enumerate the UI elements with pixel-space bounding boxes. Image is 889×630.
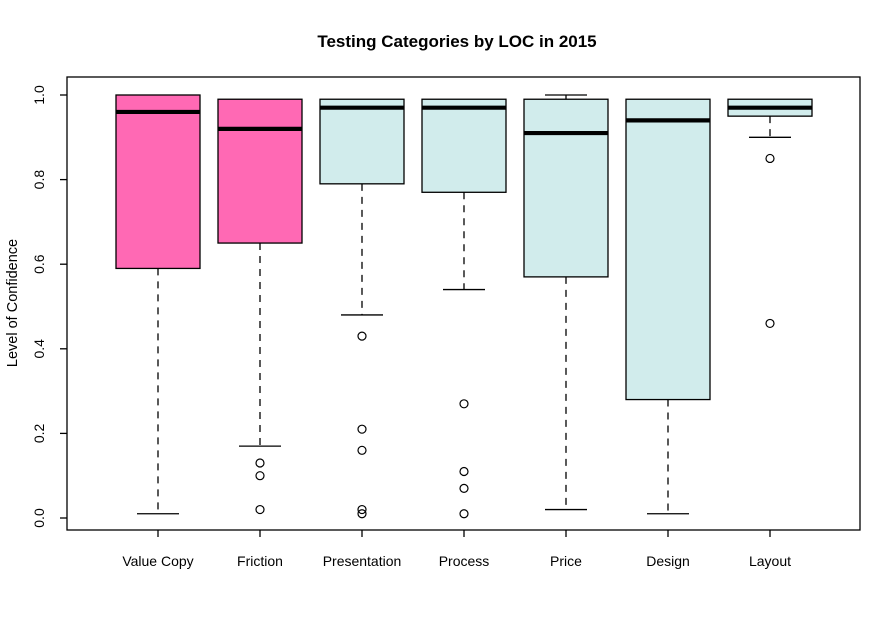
box-design <box>625 98 711 401</box>
outlier-presentation-2 <box>357 445 367 455</box>
outlier-process-3 <box>459 509 469 519</box>
y-axis-label: Level of Confidence <box>5 239 21 367</box>
y-tick-label-0.0: 0.0 <box>31 508 47 528</box>
outlier-process-1 <box>459 466 469 477</box>
box-friction <box>217 98 303 244</box>
outlier-presentation-1 <box>357 424 367 434</box>
x-tick-label-friction: Friction <box>237 553 283 569</box>
outlier-layout-1 <box>765 318 775 329</box>
outlier-friction-0 <box>255 458 265 468</box>
outlier-presentation-4 <box>357 509 367 519</box>
outlier-process-2 <box>459 483 469 493</box>
box-presentation <box>319 98 405 185</box>
box-process <box>421 98 507 193</box>
y-tick-label-0.2: 0.2 <box>31 423 47 443</box>
outlier-friction-2 <box>255 504 265 515</box>
x-tick-label-design: Design <box>646 553 690 569</box>
y-tick-label-1.0: 1.0 <box>31 85 47 105</box>
x-tick-label-process: Process <box>439 553 490 569</box>
y-tick-label-0.4: 0.4 <box>31 339 47 359</box>
outlier-friction-1 <box>255 471 265 481</box>
chart-title: Testing Categories by LOC in 2015 <box>317 32 596 51</box>
y-tick-label-0.6: 0.6 <box>31 254 47 274</box>
box-price <box>523 98 609 278</box>
plot-area: 0.0 0.2 0.4 0.6 0.8 1.0 Value Copy Friction Pres… <box>31 76 861 569</box>
x-tick-label-layout: Layout <box>749 553 791 569</box>
x-tick-label-presentation: Presentation <box>323 553 402 569</box>
outlier-presentation-3 <box>357 504 367 515</box>
outlier-layout-0 <box>765 153 775 164</box>
box-value-copy <box>115 94 201 270</box>
x-tick-label-price: Price <box>550 553 582 569</box>
x-tick-label-value-copy: Value Copy <box>122 553 193 569</box>
outlier-process-0 <box>459 399 469 409</box>
outlier-presentation-0 <box>357 331 367 341</box>
y-tick-label-0.8: 0.8 <box>31 170 47 190</box>
